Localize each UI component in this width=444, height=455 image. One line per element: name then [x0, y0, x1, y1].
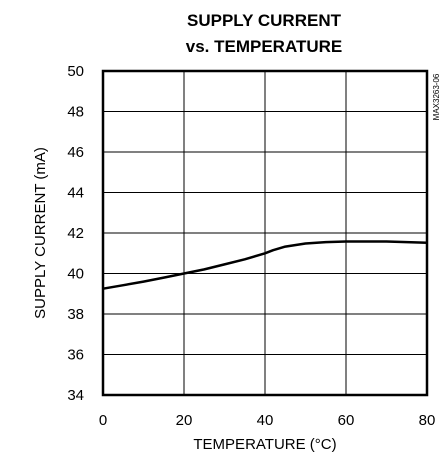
y-tick-label: 50: [67, 63, 84, 80]
y-tick-label: 48: [67, 104, 84, 121]
chart-title-line-2: vs. TEMPERATURE: [186, 37, 343, 56]
figure-tag: MAX3263-06: [432, 73, 441, 120]
x-tick-label: 40: [257, 412, 274, 429]
x-tick-label: 20: [176, 412, 193, 429]
chart-title-line-1: SUPPLY CURRENT: [187, 11, 342, 30]
y-tick-label: 44: [67, 185, 84, 202]
plot-frame: [101, 69, 429, 397]
data-series-line: [102, 240, 428, 290]
x-tick-label: 60: [338, 412, 355, 429]
y-tick-label: 34: [67, 387, 84, 404]
x-axis-label: TEMPERATURE (°C): [193, 436, 336, 453]
y-tick-label: 42: [67, 225, 84, 242]
y-tick-label: 38: [67, 306, 84, 323]
x-tick-labels: 0 20 40 60 80: [99, 412, 436, 429]
y-tick-label: 46: [67, 144, 84, 161]
grid: [103, 71, 427, 395]
x-tick-label: 80: [419, 412, 436, 429]
x-tick-label: 0: [99, 412, 107, 429]
y-axis-label: SUPPLY CURRENT (mA): [32, 147, 49, 319]
y-tick-label: 40: [67, 266, 84, 283]
y-tick-labels: 34 36 38 40 42 44 46 48 50: [67, 63, 84, 404]
y-tick-label: 36: [67, 347, 84, 364]
